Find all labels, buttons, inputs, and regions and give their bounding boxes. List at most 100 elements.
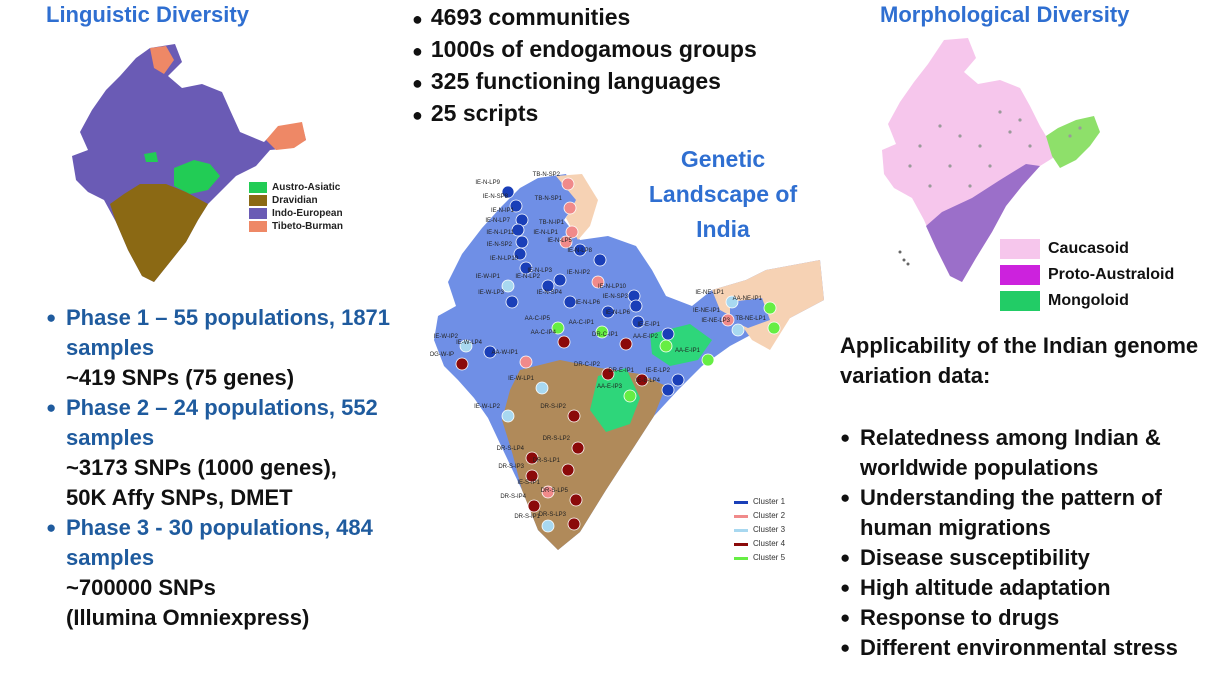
population-label: IE-N-LP6 [575, 300, 600, 306]
legend-cluster-5: Cluster 5 [734, 551, 785, 565]
population-label: IE-NE-LP3 [701, 318, 730, 324]
population-label: IE-N-LP2 [515, 274, 540, 280]
population-pie [591, 275, 605, 289]
austro-asiatic-region [174, 160, 220, 194]
phase-2-detail: ~3173 SNPs (1000 genes), [66, 455, 337, 480]
population-pie [595, 325, 609, 339]
population-label: IE-N-LP10 [598, 284, 627, 290]
population-label: TB-N-SP1 [535, 196, 563, 202]
list-item: Response to drugs [840, 603, 1206, 633]
applicability-list: Relatedness among Indian & worldwide pop… [840, 423, 1206, 663]
population-label: IE-N-LP9 [475, 180, 500, 186]
population-pie [731, 323, 745, 337]
population-label: IE-W-LP3 [478, 290, 505, 296]
population-label: IE-N-LP7 [485, 218, 510, 224]
population-pie [455, 357, 469, 371]
population-pie [519, 261, 533, 275]
population-label: IE-N-LP6 [605, 310, 630, 316]
population-label: DR-S-LP3 [539, 512, 567, 518]
population-label: DR-S-IP4 [500, 494, 526, 500]
population-pie [763, 301, 777, 315]
sample-dots [908, 110, 1082, 188]
population-label: DR-C-IP2 [574, 362, 601, 368]
population-label: AA-NE-IP1 [733, 296, 763, 302]
phase-3-title: Phase 3 - 30 populations, 484 samples [46, 513, 436, 573]
stat-scripts: 25 scripts [412, 98, 757, 130]
population-label: IE-W-LP4 [456, 340, 483, 346]
phase-2-detail: 50K Affy SNPs, DMET [66, 485, 293, 510]
stat-endogamous-groups: 1000s of endogamous groups [412, 34, 757, 66]
population-pie [593, 253, 607, 267]
population-label: TB-N-SP2 [533, 172, 561, 178]
genetic-landscape-title: Genetic Landscape of India [648, 146, 798, 242]
population-label: AA-C-IP5 [525, 316, 551, 322]
list-item: Different environmental stress [840, 633, 1206, 663]
population-label: IE-N-SP8 [483, 194, 509, 200]
population-label: IE-E-LP4 [636, 378, 661, 384]
population-label: IE-E-IP1 [637, 322, 660, 328]
population-label: IE-N-LP3 [527, 268, 552, 274]
population-pie [661, 327, 675, 341]
population-label: DR-E-IP1 [608, 368, 634, 374]
population-label: IE-N-SP4 [537, 290, 563, 296]
population-pie [601, 367, 615, 381]
tibeto-burman-northeast [266, 122, 306, 150]
population-pie [535, 381, 549, 395]
population-pie [635, 373, 649, 387]
population-label: DR-C-IP1 [592, 332, 619, 338]
population-pie [573, 243, 587, 257]
swatch [1000, 291, 1040, 311]
population-pie [631, 315, 645, 329]
population-pie [571, 441, 585, 455]
population-label: DR-S-IP3 [498, 464, 524, 470]
caucasoid-region [882, 38, 1058, 282]
stat-languages: 325 functioning languages [412, 66, 757, 98]
list-item: High altitude adaptation [840, 573, 1206, 603]
population-pie [525, 469, 539, 483]
phase-1-detail: ~419 SNPs (75 genes) [66, 365, 295, 390]
phase-3-detail: (Illumina Omniexpress) [66, 605, 310, 630]
population-label: IE-W-IP2 [434, 334, 459, 340]
population-label: AA-C-IP4 [531, 330, 557, 336]
population-pie [515, 235, 529, 249]
swatch [734, 514, 748, 518]
population-pie [511, 223, 525, 237]
population-pie [725, 295, 739, 309]
population-pie [505, 295, 519, 309]
dravidian-region [110, 184, 208, 282]
population-label: IE-NE-IP1 [693, 308, 721, 314]
population-pie [509, 199, 523, 213]
mongoloid-region [1046, 116, 1100, 168]
morphological-diversity-title: Morphological Diversity [880, 2, 1130, 27]
population-pie [561, 463, 575, 477]
population-pie [701, 353, 715, 367]
stat-communities: 4693 communities [412, 2, 757, 34]
population-pie [519, 355, 533, 369]
applicability-title: Applicability of the Indian genome varia… [840, 333, 1199, 388]
population-pie [501, 279, 515, 293]
population-pie [559, 235, 573, 249]
swatch [734, 528, 748, 532]
cluster5-region-east [590, 368, 640, 432]
population-label: TB-N-IP1 [539, 220, 565, 226]
population-pie [623, 389, 637, 403]
population-label: IE-N-SP3 [603, 294, 629, 300]
list-item: Disease susceptibility [840, 543, 1206, 573]
population-label: DR-S-IP2 [540, 404, 566, 410]
population-label: IE-N-IP1 [491, 208, 515, 214]
population-label: IE-N-LP8 [567, 248, 592, 254]
population-pies: IE-N-LP9 IE-N-SP8 IE-N-IP1 IE-N-LP7 IE-N-LP1… [430, 172, 781, 533]
list-item: Relatedness among Indian & worldwide pop… [840, 423, 1206, 483]
population-pie [619, 337, 633, 351]
population-pie [525, 451, 539, 465]
legend-austro-asiatic: Austro-Asiatic [249, 181, 343, 194]
population-label: IE-W-IP1 [476, 274, 501, 280]
population-pie [563, 295, 577, 309]
population-pie [557, 335, 571, 349]
phase-1-title: Phase 1 – 55 populations, 1871 samples [46, 303, 436, 363]
swatch [249, 221, 267, 232]
population-label: IE-N-LP5 [547, 238, 572, 244]
legend-indo-european: Indo-European [249, 207, 343, 220]
population-stats: 4693 communities 1000s of endogamous gro… [412, 2, 757, 130]
population-pie [721, 313, 735, 327]
